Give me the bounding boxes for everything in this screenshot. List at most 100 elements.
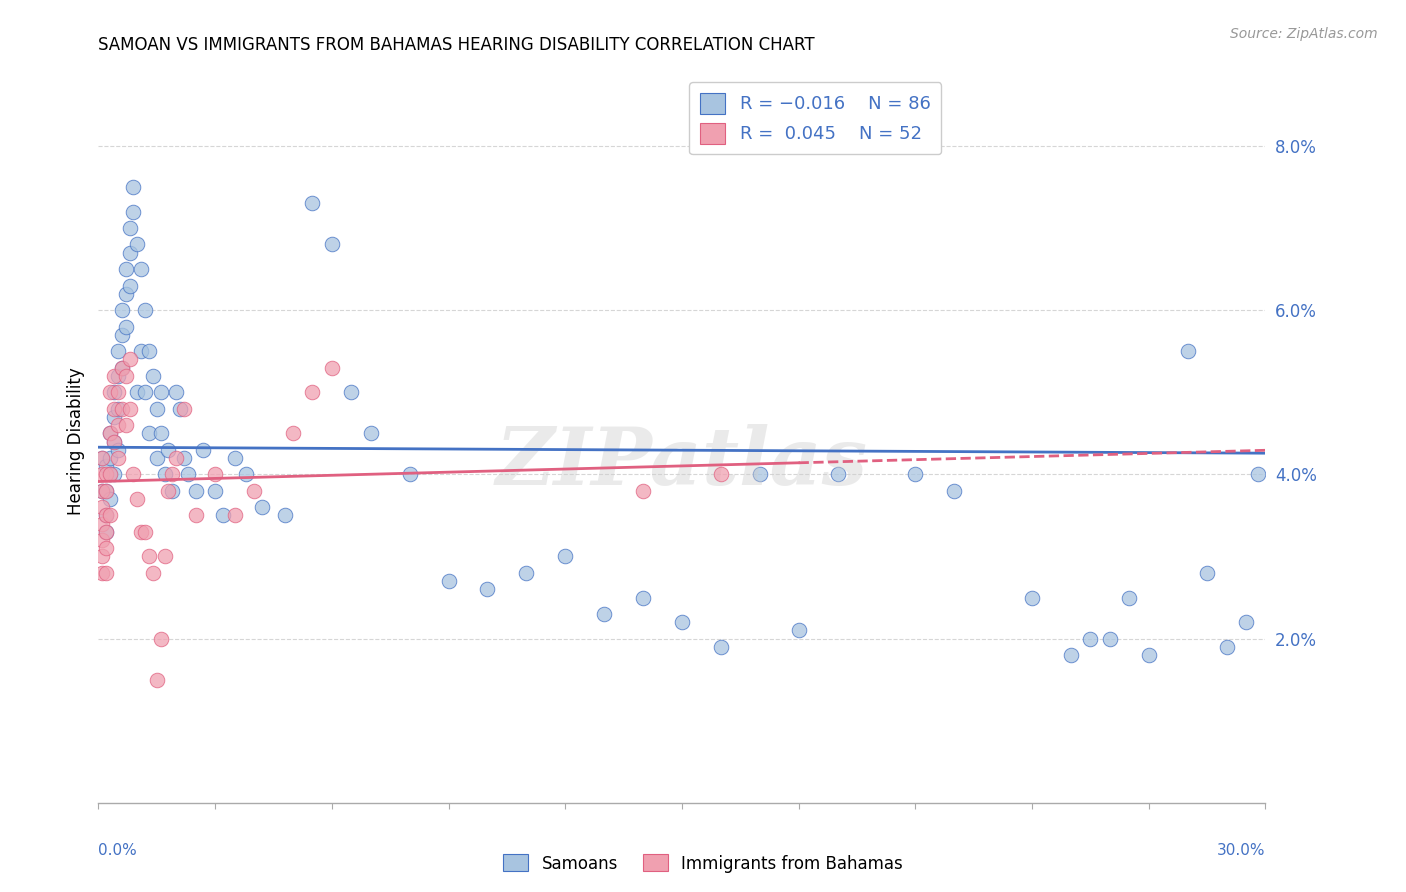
Point [129, 344, 152, 359]
Point [1021, 591, 1043, 605]
Point [98, 450, 121, 465]
Point [1195, 566, 1218, 580]
Point [96, 483, 118, 498]
Point [149, 632, 172, 646]
Point [631, 591, 654, 605]
Point [107, 450, 129, 465]
Point [593, 607, 616, 621]
Point [107, 385, 129, 400]
Point [149, 426, 172, 441]
Point [96, 541, 118, 556]
Point [1098, 632, 1121, 646]
Point [107, 401, 129, 416]
Point [118, 401, 141, 416]
Text: ZIPatlas: ZIPatlas [496, 425, 868, 502]
Point [177, 467, 200, 482]
Point [129, 262, 152, 277]
Point [96, 467, 118, 482]
Point [184, 508, 207, 523]
Point [157, 483, 180, 498]
Point [710, 467, 733, 482]
Point [274, 508, 297, 523]
Point [243, 483, 266, 498]
Point [162, 483, 184, 498]
Point [91, 450, 114, 465]
Point [96, 508, 118, 523]
Point [107, 368, 129, 383]
Point [1177, 344, 1199, 359]
Point [122, 467, 145, 482]
Point [748, 467, 770, 482]
Point [321, 237, 343, 252]
Text: SAMOAN VS IMMIGRANTS FROM BAHAMAS HEARING DISABILITY CORRELATION CHART: SAMOAN VS IMMIGRANTS FROM BAHAMAS HEARIN… [98, 36, 815, 54]
Point [129, 524, 152, 539]
Point [96, 459, 118, 474]
Point [91, 500, 114, 515]
Point [98, 467, 121, 482]
Point [118, 278, 141, 293]
Point [153, 549, 176, 564]
Point [142, 368, 165, 383]
Point [103, 434, 125, 449]
Point [118, 221, 141, 235]
Point [111, 401, 134, 416]
Point [114, 286, 136, 301]
Point [127, 491, 149, 506]
Point [169, 401, 191, 416]
Point [122, 180, 145, 194]
Point [134, 385, 156, 400]
Point [146, 673, 169, 687]
Point [173, 450, 195, 465]
Point [96, 508, 118, 523]
Point [138, 426, 160, 441]
Point [122, 204, 145, 219]
Point [321, 360, 343, 375]
Text: 30.0%: 30.0% [1218, 843, 1265, 857]
Point [149, 385, 172, 400]
Point [138, 549, 160, 564]
Point [1118, 591, 1140, 605]
Point [165, 385, 187, 400]
Point [184, 483, 207, 498]
Point [1234, 615, 1257, 630]
Point [127, 237, 149, 252]
Text: 0.0%: 0.0% [98, 843, 138, 857]
Point [515, 566, 537, 580]
Point [173, 401, 195, 416]
Point [114, 319, 136, 334]
Point [118, 245, 141, 260]
Point [107, 344, 129, 359]
Point [98, 491, 121, 506]
Point [98, 385, 121, 400]
Point [127, 385, 149, 400]
Point [91, 516, 114, 531]
Point [204, 467, 226, 482]
Point [235, 467, 257, 482]
Point [134, 524, 156, 539]
Point [111, 303, 134, 318]
Point [146, 450, 169, 465]
Point [281, 426, 304, 441]
Point [204, 483, 226, 498]
Point [114, 262, 136, 277]
Point [103, 401, 125, 416]
Text: Source: ZipAtlas.com: Source: ZipAtlas.com [1230, 27, 1378, 41]
Point [1246, 467, 1268, 482]
Point [103, 409, 125, 424]
Point [91, 483, 114, 498]
Point [107, 442, 129, 457]
Point [1060, 648, 1083, 662]
Point [96, 483, 118, 498]
Point [98, 467, 121, 482]
Point [98, 426, 121, 441]
Point [1215, 640, 1237, 654]
Point [398, 467, 420, 482]
Point [91, 549, 114, 564]
Point [360, 426, 382, 441]
Point [114, 418, 136, 433]
Point [91, 450, 114, 465]
Point [710, 640, 733, 654]
Point [142, 566, 165, 580]
Point [437, 574, 460, 588]
Point [98, 426, 121, 441]
